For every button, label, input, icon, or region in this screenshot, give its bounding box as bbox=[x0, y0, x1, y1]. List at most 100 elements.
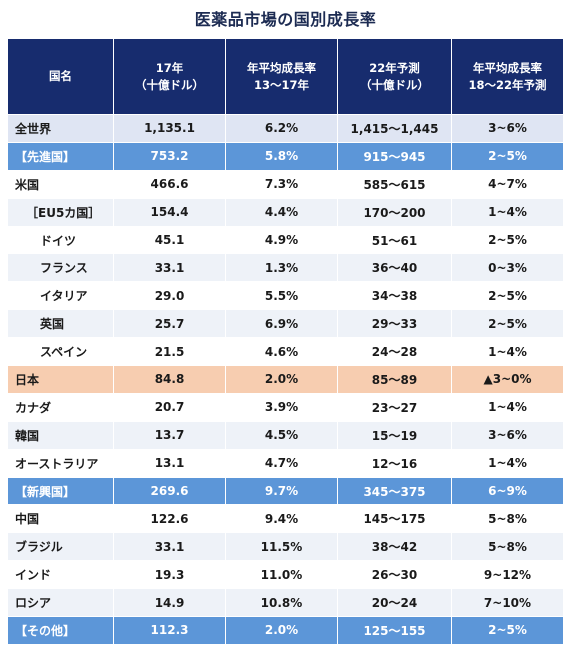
forecast-2022-cell: 23～27 bbox=[337, 392, 452, 422]
table-row: ロシア 14.9 10.8% 20～24 7~10% bbox=[7, 588, 564, 618]
value-2017-cell: 112.3 bbox=[113, 616, 226, 645]
forecast-2022-cell: 38～42 bbox=[337, 532, 452, 562]
cagr-18-22-cell: 1~4% bbox=[451, 448, 564, 478]
forecast-2022-cell: 125～155 bbox=[337, 616, 452, 645]
header-country: 国名 bbox=[7, 38, 114, 115]
country-name-cell: 米国 bbox=[7, 169, 114, 199]
forecast-2022-cell: 51～61 bbox=[337, 225, 452, 255]
header-line: 年平均成長率 bbox=[247, 60, 316, 75]
header-line: 17年 bbox=[155, 60, 184, 75]
header-line: 22年予測 bbox=[369, 60, 420, 75]
table-row: 韓国 13.7 4.5% 15～19 3~6% bbox=[7, 420, 564, 450]
table-row: 米国 466.6 7.3% 585～615 4~7% bbox=[7, 169, 564, 199]
cagr-13-17-cell: 5.5% bbox=[225, 281, 338, 311]
value-2017-cell: 13.1 bbox=[113, 448, 226, 478]
cagr-13-17-cell: 6.9% bbox=[225, 309, 338, 339]
market-growth-table: 国名 17年 （十億ドル） 年平均成長率 13～17年 22年予測 （十億ドル）… bbox=[7, 38, 564, 645]
value-2017-cell: 84.8 bbox=[113, 365, 226, 394]
cagr-18-22-cell: 7~10% bbox=[451, 588, 564, 618]
header-line: 18～22年予測 bbox=[468, 77, 547, 92]
country-name-cell: カナダ bbox=[7, 392, 114, 422]
cagr-18-22-cell: 5~8% bbox=[451, 504, 564, 534]
forecast-2022-cell: 1,415～1,445 bbox=[337, 114, 452, 143]
header-line: 13～17年 bbox=[253, 77, 309, 92]
country-name-cell: ドイツ bbox=[7, 225, 114, 255]
table-row: 【先進国】 753.2 5.8% 915～945 2~5% bbox=[7, 141, 564, 171]
country-name-cell: 【先進国】 bbox=[7, 141, 114, 171]
forecast-2022-cell: 20～24 bbox=[337, 588, 452, 618]
cagr-18-22-cell: 3~6% bbox=[451, 420, 564, 450]
cagr-13-17-cell: 4.6% bbox=[225, 337, 338, 367]
cagr-13-17-cell: 4.9% bbox=[225, 225, 338, 255]
cagr-13-17-cell: 7.3% bbox=[225, 169, 338, 199]
cagr-18-22-cell: 6~9% bbox=[451, 476, 564, 506]
value-2017-cell: 466.6 bbox=[113, 169, 226, 199]
value-2017-cell: 269.6 bbox=[113, 476, 226, 506]
header-2017: 17年 （十億ドル） bbox=[113, 38, 226, 115]
cagr-13-17-cell: 2.0% bbox=[225, 616, 338, 645]
country-name-cell: 韓国 bbox=[7, 420, 114, 450]
country-name-cell: ［EU5カ国］ bbox=[7, 197, 114, 227]
chart-title: 医薬品市場の国別成長率 bbox=[194, 10, 377, 29]
forecast-2022-cell: 145～175 bbox=[337, 504, 452, 534]
table-row: 日本 84.8 2.0% 85～89 ▲3~0% bbox=[7, 365, 564, 394]
cagr-13-17-cell: 11.5% bbox=[225, 532, 338, 562]
cagr-18-22-cell: ▲3~0% bbox=[451, 365, 564, 394]
table-row: フランス 33.1 1.3% 36～40 0~3% bbox=[7, 253, 564, 283]
cagr-13-17-cell: 6.2% bbox=[225, 114, 338, 143]
value-2017-cell: 29.0 bbox=[113, 281, 226, 311]
cagr-13-17-cell: 9.4% bbox=[225, 504, 338, 534]
value-2017-cell: 1,135.1 bbox=[113, 114, 226, 143]
header-line: （十億ドル） bbox=[360, 77, 429, 92]
value-2017-cell: 122.6 bbox=[113, 504, 226, 534]
value-2017-cell: 19.3 bbox=[113, 560, 226, 590]
cagr-13-17-cell: 4.5% bbox=[225, 420, 338, 450]
country-name-cell: 全世界 bbox=[7, 114, 114, 143]
country-name-cell: 中国 bbox=[7, 504, 114, 534]
country-name-cell: 【その他】 bbox=[7, 616, 114, 645]
cagr-18-22-cell: 2~5% bbox=[451, 141, 564, 171]
cagr-18-22-cell: 2~5% bbox=[451, 225, 564, 255]
table-row: 全世界 1,135.1 6.2% 1,415～1,445 3~6% bbox=[7, 114, 564, 143]
header-line: 国名 bbox=[49, 69, 72, 84]
value-2017-cell: 33.1 bbox=[113, 532, 226, 562]
cagr-18-22-cell: 2~5% bbox=[451, 616, 564, 645]
cagr-13-17-cell: 3.9% bbox=[225, 392, 338, 422]
table-row: ドイツ 45.1 4.9% 51～61 2~5% bbox=[7, 225, 564, 255]
header-cagr-18-22: 年平均成長率 18～22年予測 bbox=[451, 38, 564, 115]
cagr-18-22-cell: 1~4% bbox=[451, 337, 564, 367]
forecast-2022-cell: 15～19 bbox=[337, 420, 452, 450]
forecast-2022-cell: 585～615 bbox=[337, 169, 452, 199]
value-2017-cell: 154.4 bbox=[113, 197, 226, 227]
cagr-13-17-cell: 9.7% bbox=[225, 476, 338, 506]
table-row: カナダ 20.7 3.9% 23～27 1~4% bbox=[7, 392, 564, 422]
cagr-13-17-cell: 4.4% bbox=[225, 197, 338, 227]
cagr-13-17-cell: 5.8% bbox=[225, 141, 338, 171]
forecast-2022-cell: 36～40 bbox=[337, 253, 452, 283]
country-name-cell: フランス bbox=[7, 253, 114, 283]
table-row: 中国 122.6 9.4% 145～175 5~8% bbox=[7, 504, 564, 534]
forecast-2022-cell: 170～200 bbox=[337, 197, 452, 227]
country-name-cell: スペイン bbox=[7, 337, 114, 367]
forecast-2022-cell: 12～16 bbox=[337, 448, 452, 478]
forecast-2022-cell: 915～945 bbox=[337, 141, 452, 171]
header-cagr-13-17: 年平均成長率 13～17年 bbox=[225, 38, 338, 115]
forecast-2022-cell: 345～375 bbox=[337, 476, 452, 506]
table-row: ［EU5カ国］ 154.4 4.4% 170～200 1~4% bbox=[7, 197, 564, 227]
value-2017-cell: 13.7 bbox=[113, 420, 226, 450]
cagr-13-17-cell: 2.0% bbox=[225, 365, 338, 394]
table-row: 【新興国】 269.6 9.7% 345～375 6~9% bbox=[7, 476, 564, 506]
table-row: イタリア 29.0 5.5% 34～38 2~5% bbox=[7, 281, 564, 311]
cagr-18-22-cell: 5~8% bbox=[451, 532, 564, 562]
cagr-18-22-cell: 1~4% bbox=[451, 197, 564, 227]
value-2017-cell: 753.2 bbox=[113, 141, 226, 171]
value-2017-cell: 14.9 bbox=[113, 588, 226, 618]
cagr-18-22-cell: 2~5% bbox=[451, 281, 564, 311]
cagr-18-22-cell: 4~7% bbox=[451, 169, 564, 199]
country-name-cell: 日本 bbox=[7, 365, 114, 394]
forecast-2022-cell: 24～28 bbox=[337, 337, 452, 367]
country-name-cell: ブラジル bbox=[7, 532, 114, 562]
country-name-cell: ロシア bbox=[7, 588, 114, 618]
table-row: スペイン 21.5 4.6% 24～28 1~4% bbox=[7, 337, 564, 367]
table-body: 全世界 1,135.1 6.2% 1,415～1,445 3~6% 【先進国】 753.2 5… bbox=[7, 114, 564, 645]
